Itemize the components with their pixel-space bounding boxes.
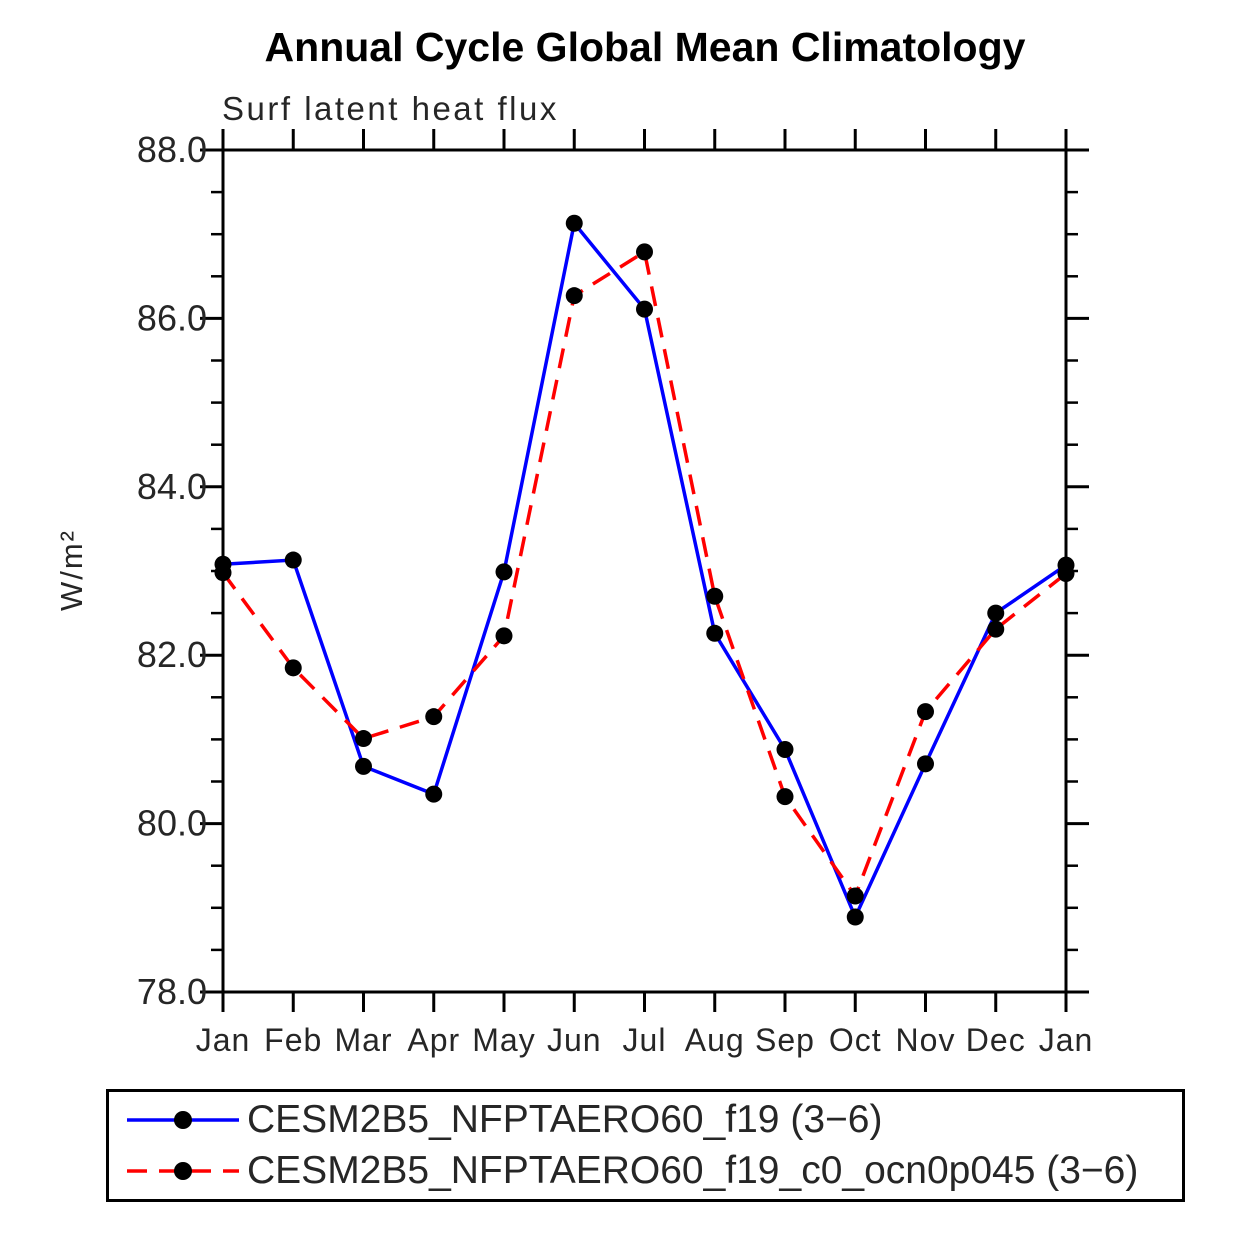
legend-dashed-line-marker-icon [127,1162,239,1181]
data-point-marker [355,757,372,775]
y-tick-label: 86.0 [137,297,207,338]
x-axis: Jan Feb Mar Apr May Jun Jul Aug Sep Oct Nov Dec Jan [196,129,1094,1058]
x-tick-label: Oct [829,1022,882,1058]
data-point-marker [776,788,794,806]
data-point-marker [776,741,794,759]
x-tick-label: Jul [623,1022,667,1058]
legend-solid-line-marker-icon [127,1110,239,1129]
x-tick-label: May [472,1022,535,1058]
y-tick-label: 80.0 [137,803,207,844]
chart-subtitle: Surf latent heat flux [222,90,559,127]
data-point-marker [917,703,934,721]
x-tick-label: Dec [966,1022,1026,1058]
data-markers [214,214,1075,926]
x-tick-label: Aug [685,1022,745,1058]
data-point-marker [706,587,724,605]
chart-title: Annual Cycle Global Mean Climatology [264,24,1026,70]
y-tick-label: 82.0 [137,634,207,675]
data-point-marker [987,620,1005,638]
data-point-marker [495,627,513,645]
series-line-1 [221,249,1068,900]
legend-label-series-1: CESM2B5_NFPTAERO60_f19_c0_ocn0p045 (3−6) [247,1149,1139,1193]
data-point-marker [706,624,724,642]
data-point-marker [846,908,864,926]
data-point-marker [565,214,583,232]
legend-item-series-1: CESM2B5_NFPTAERO60_f19_c0_ocn0p045 (3−6) [121,1147,1182,1195]
x-tick-label: Apr [407,1022,460,1058]
data-point-marker [425,708,443,726]
x-tick-label: Feb [264,1022,322,1058]
y-tick-label: 84.0 [137,466,207,507]
y-tick-label: 78.0 [137,971,207,1012]
data-point-marker [917,755,934,773]
data-point-marker [636,300,653,318]
plot-frame [221,148,1068,994]
x-tick-label: Jan [196,1022,251,1058]
data-point-marker [355,730,372,748]
legend-box: CESM2B5_NFPTAERO60_f19 (3−6) CESM2B5_NFP… [106,1089,1185,1202]
x-tick-label: Nov [896,1022,956,1058]
data-point-marker [495,563,513,581]
data-point-marker [636,243,653,261]
x-tick-label: Jan [1039,1022,1094,1058]
y-axis: 78.0 80.0 82.0 84.0 86.0 88.0 [137,129,1089,1012]
legend-label-series-0: CESM2B5_NFPTAERO60_f19 (3−6) [247,1097,883,1141]
data-point-marker [284,659,302,677]
data-point-marker [565,287,583,305]
series-line-0 [222,219,1067,922]
data-point-marker [425,785,443,803]
data-point-marker [1057,565,1075,583]
plot-border [221,148,1068,994]
data-point-marker [846,887,864,905]
x-tick-label: Jun [547,1022,602,1058]
x-tick-label: Mar [334,1022,392,1058]
series-lines [221,219,1068,922]
legend-item-series-0: CESM2B5_NFPTAERO60_f19 (3−6) [121,1096,1182,1144]
data-point-marker [987,604,1005,622]
data-point-marker [284,551,302,569]
x-tick-label: Sep [755,1022,815,1058]
data-point-marker [214,564,232,582]
y-tick-label: 88.0 [137,129,207,170]
